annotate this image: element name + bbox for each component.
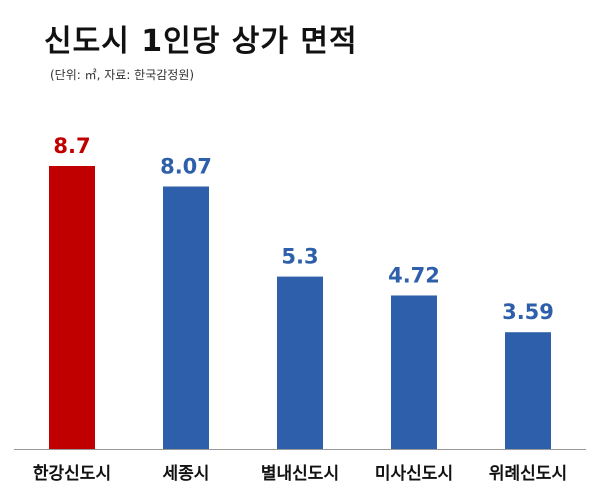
bar-0 (49, 166, 95, 449)
category-label-1: 세종시 (163, 464, 210, 484)
category-label-2: 별내신도시 (261, 464, 339, 484)
bar-2 (277, 276, 323, 449)
value-label-0: 8.7 (53, 134, 90, 158)
value-label-2: 5.3 (281, 245, 318, 269)
category-label-0: 한강신도시 (33, 464, 111, 484)
value-label-1: 8.07 (160, 154, 212, 178)
bar-1 (163, 186, 209, 449)
value-label-3: 4.72 (388, 263, 440, 287)
value-label-4: 3.59 (502, 300, 554, 324)
chart-subtitle: (단위: ㎡, 자료: 한국감정원) (50, 68, 195, 82)
chart-title: 신도시 1인당 상가 면적 (44, 24, 358, 59)
category-label-4: 위례신도시 (489, 464, 567, 484)
bar-3 (391, 295, 437, 449)
bar-4 (505, 332, 551, 449)
category-label-3: 미사신도시 (375, 464, 453, 484)
